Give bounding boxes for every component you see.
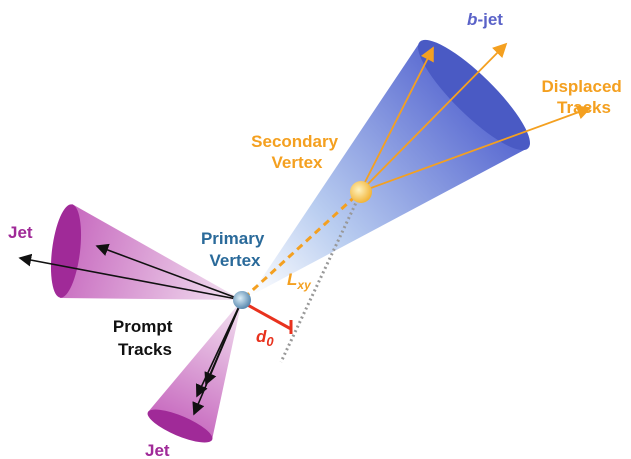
label-line: Vertex bbox=[209, 251, 261, 270]
label-line: Displaced bbox=[541, 77, 621, 96]
d0-sub: 0 bbox=[266, 334, 274, 349]
label-line: Vertex bbox=[271, 153, 323, 172]
jet-left-label: Jet bbox=[8, 223, 33, 242]
jet-cone-bottom bbox=[147, 300, 242, 443]
bjet-label: b-jet bbox=[467, 10, 503, 29]
secondary-label: Secondary Vertex bbox=[251, 132, 343, 172]
primary-vertex bbox=[233, 291, 251, 309]
displaced-label: Displaced Tracks bbox=[541, 77, 626, 117]
label-line: Primary bbox=[201, 229, 265, 248]
label-line: Tracks bbox=[557, 98, 611, 117]
prompt-label: Prompt Tracks bbox=[113, 317, 177, 359]
impact-parameter bbox=[243, 301, 293, 334]
prompt-tracks bbox=[18, 243, 243, 416]
dotted-line bbox=[279, 189, 364, 363]
lxy-label: Lxy bbox=[287, 270, 312, 292]
displaced-tracks bbox=[359, 42, 592, 193]
label-line: Secondary bbox=[251, 132, 338, 151]
d0-label: d0 bbox=[256, 327, 274, 349]
bjet-italic: b bbox=[467, 10, 477, 29]
lxy-sub: xy bbox=[296, 278, 312, 292]
jet-bottom-label: Jet bbox=[145, 441, 170, 459]
bjet-cone bbox=[250, 39, 530, 296]
secondary-vertex bbox=[350, 181, 372, 203]
jet-cone-left bbox=[50, 204, 242, 300]
primary-label: Primary Vertex bbox=[201, 229, 269, 270]
flight-line bbox=[242, 190, 362, 300]
bjet-rest: -jet bbox=[477, 10, 503, 29]
d0-main: d bbox=[256, 327, 267, 346]
label-line: Prompt bbox=[113, 317, 173, 336]
label-line: Tracks bbox=[118, 340, 172, 359]
lxy-main: L bbox=[287, 270, 297, 289]
